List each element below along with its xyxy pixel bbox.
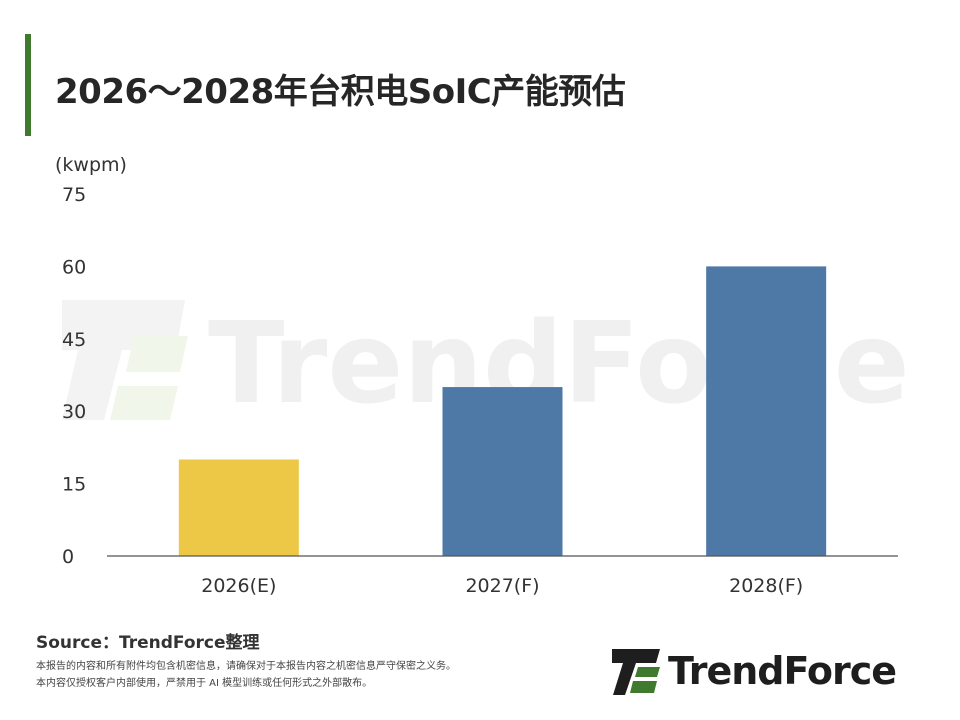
title-accent-bar <box>25 34 31 136</box>
trendforce-logo-icon <box>612 649 660 695</box>
x-category-label: 2028(F) <box>729 575 803 597</box>
disclaimer-line-2: 本内容仅授权客户内部使用，严禁用于 AI 模型训练或任何形式之外部散布。 <box>36 678 373 689</box>
x-category-label: 2026(E) <box>201 575 276 597</box>
y-tick-label: 30 <box>62 401 86 423</box>
y-tick-label: 45 <box>62 329 86 351</box>
y-axis-ticks: 0 15 30 45 60 75 <box>62 184 86 568</box>
disclaimer-line-1: 本报告的内容和所有附件均包含机密信息，请确保对于本报告内容之机密信息严守保密之义… <box>36 661 456 672</box>
source-note: Source：TrendForce整理 <box>36 633 260 653</box>
x-category-label: 2027(F) <box>465 575 539 597</box>
page-title: 2026～2028年台积电SoIC产能预估 <box>55 72 626 112</box>
bar-2027-f <box>442 387 563 556</box>
bars <box>178 266 827 556</box>
logo-text: TrendForce <box>668 649 897 693</box>
bar-2026-e <box>178 459 299 556</box>
y-tick-label: 75 <box>62 184 86 206</box>
y-tick-label: 15 <box>62 474 86 496</box>
trendforce-logo: TrendForce <box>612 647 942 697</box>
bar-2028-f <box>706 266 827 556</box>
y-axis-unit-label: (kwpm) <box>55 154 127 176</box>
y-tick-label: 0 <box>62 546 74 568</box>
watermark-logo-icon <box>62 300 188 420</box>
y-tick-label: 60 <box>62 256 86 278</box>
x-axis-labels: 2026(E) 2027(F) 2028(F) <box>201 575 803 597</box>
